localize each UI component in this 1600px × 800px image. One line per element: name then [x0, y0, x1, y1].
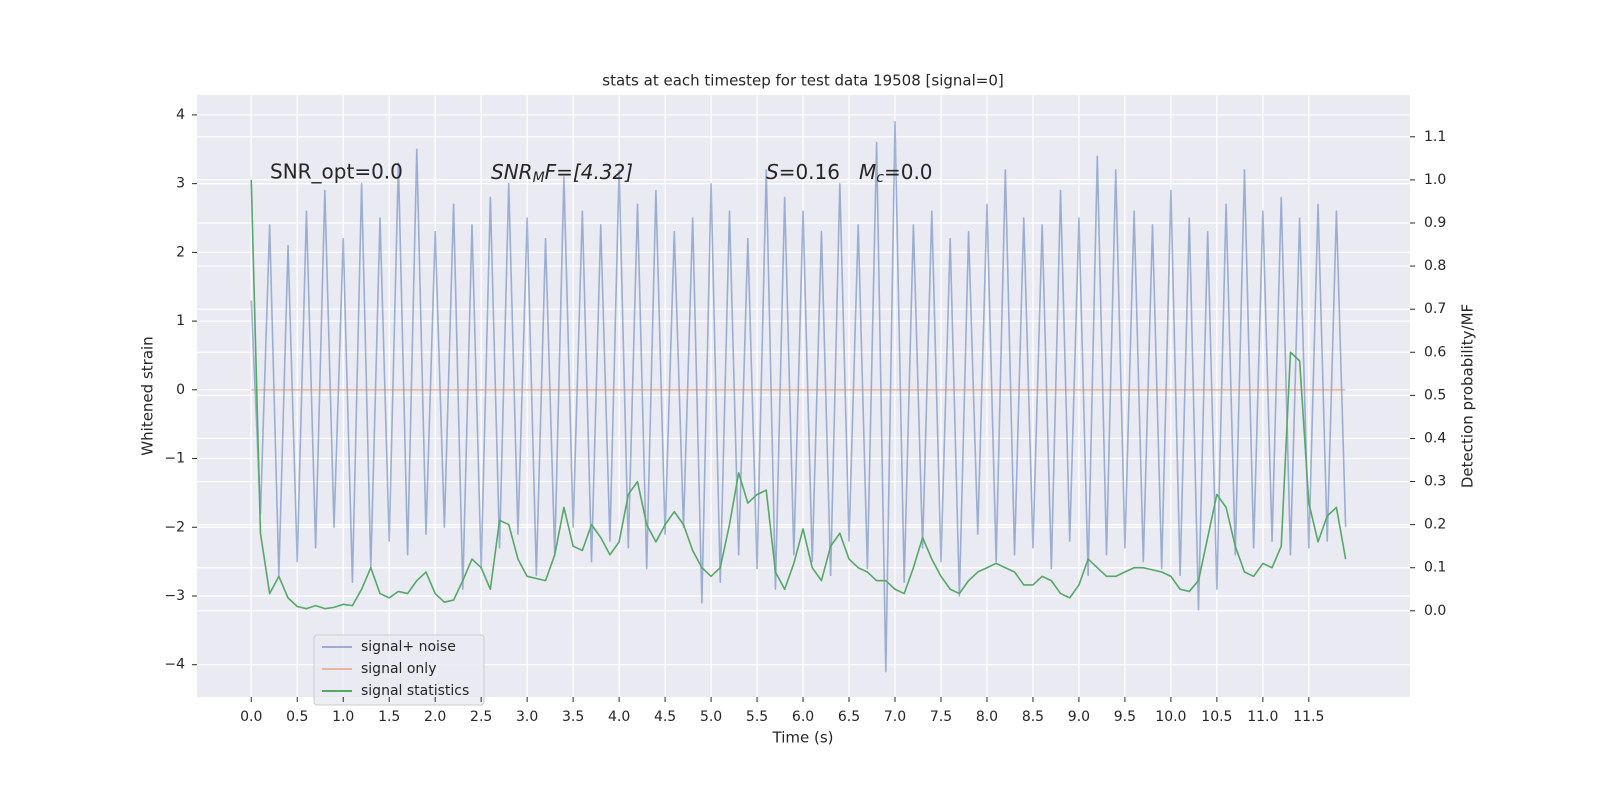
- annotation: SNR_opt=0.0: [270, 160, 403, 184]
- x-tick-label: 3.5: [562, 709, 584, 725]
- x-tick-label: 8.0: [976, 709, 998, 725]
- series-line: [250, 121, 1347, 673]
- legend-label: signal statistics: [361, 683, 469, 699]
- x-tick-label: 11.5: [1293, 709, 1324, 725]
- x-tick-label: 5.5: [746, 709, 768, 725]
- x-tick-label: 10.5: [1201, 709, 1232, 725]
- y2-tick-label: 0.6: [1424, 344, 1446, 360]
- y-tick-label: 1: [176, 313, 185, 329]
- x-tick-label: 4.0: [608, 709, 630, 725]
- annotation: SNRMF=[4.32]: [491, 160, 633, 187]
- y2-tick-label: 0.3: [1424, 474, 1446, 490]
- x-tick-label: 1.5: [378, 709, 400, 725]
- annotation-part: =0.0: [884, 160, 933, 184]
- y-tick-label: 0: [176, 382, 185, 398]
- y-tick-label: −3: [164, 588, 185, 604]
- y2-tick-label: 0.2: [1424, 517, 1446, 533]
- x-tick-label: 2.5: [470, 709, 492, 725]
- chart-title: stats at each timestep for test data 195…: [602, 72, 1003, 90]
- y2-tick-label: 0.5: [1424, 387, 1446, 403]
- x-tick-label: 2.0: [424, 709, 446, 725]
- y-tick-label: −2: [164, 519, 185, 535]
- legend-label: signal only: [361, 661, 436, 677]
- y2-tick-label: 1.0: [1424, 172, 1446, 188]
- y2-tick-label: 0.4: [1424, 430, 1446, 446]
- x-tick-label: 0.0: [240, 709, 262, 725]
- marks: [250, 121, 1347, 673]
- x-tick-label: 1.0: [332, 709, 354, 725]
- x-tick-label: 0.5: [286, 709, 308, 725]
- annotation-part: S: [766, 160, 779, 184]
- x-tick-label: 6.0: [792, 709, 814, 725]
- y-axis-label: Whitened strain: [139, 336, 157, 455]
- y2-tick-label: 0.1: [1424, 560, 1446, 576]
- x-tick-label: 8.5: [1022, 709, 1044, 725]
- x-tick-label: 4.5: [654, 709, 676, 725]
- legend: signal+ noise signal only signal statistic…: [313, 634, 485, 706]
- x-tick-label: 11.0: [1247, 709, 1278, 725]
- legend-box: [313, 634, 485, 706]
- y-tick-label: 2: [176, 244, 185, 260]
- y2-tick-label: 0.8: [1424, 258, 1446, 274]
- annotation-part: F=[4.32]: [545, 160, 633, 184]
- x-tick-label: 7.5: [930, 709, 952, 725]
- y2-tick-label: 0.9: [1424, 215, 1446, 231]
- x-tick-label: 7.0: [884, 709, 906, 725]
- x-axis-label: Time (s): [772, 729, 834, 747]
- x-tick-label: 5.0: [700, 709, 722, 725]
- x-tick-label: 10.0: [1155, 709, 1186, 725]
- annotation: S=0.16 Mc=0.0: [766, 160, 933, 187]
- x-tick-label: 3.0: [516, 709, 538, 725]
- y2-axis-label: Detection probability/MF: [1459, 304, 1477, 488]
- x-tick-label: 9.5: [1114, 709, 1136, 725]
- y2-tick-label: 1.1: [1424, 129, 1446, 145]
- y-tick-label: 3: [176, 176, 185, 192]
- y-tick-label: −1: [164, 451, 185, 467]
- annotation-part: =0.16: [779, 160, 840, 184]
- y2-tick-label: 0.7: [1424, 301, 1446, 317]
- y-tick-label: −4: [164, 657, 185, 673]
- series-line: [250, 179, 1347, 610]
- legend-label: signal+ noise: [361, 639, 456, 655]
- annotation-sub: M: [533, 170, 545, 186]
- annotation-sub: c: [876, 170, 884, 186]
- annotation-part: M: [859, 160, 876, 184]
- annotation-part: SNR: [491, 160, 533, 184]
- y-tick-label: 4: [176, 107, 185, 123]
- x-tick-label: 6.5: [838, 709, 860, 725]
- y2-tick-label: 0.0: [1424, 603, 1446, 619]
- x-tick-label: 9.0: [1068, 709, 1090, 725]
